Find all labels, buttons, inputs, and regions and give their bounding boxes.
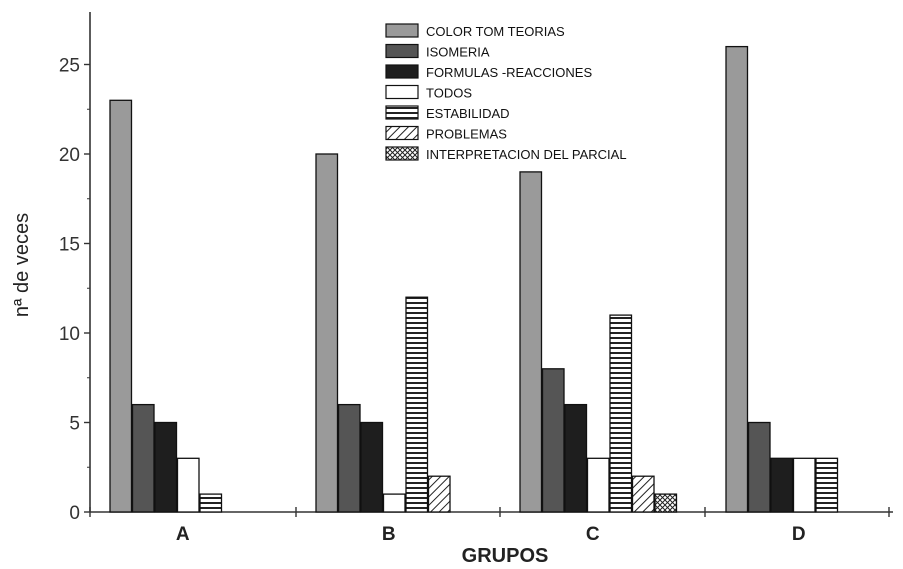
- bar-B-1: [315, 153, 339, 513]
- legend-label: ESTABILIDAD: [426, 106, 510, 121]
- legend-label: PROBLEMAS: [426, 127, 507, 142]
- legend-label: COLOR TOM TEORIAS: [426, 24, 565, 39]
- bar-C-3: [564, 403, 588, 513]
- bar-B-2: [337, 403, 361, 513]
- legend-swatch: [385, 125, 419, 141]
- legend-label: FORMULAS -REACCIONES: [426, 65, 592, 80]
- bar-B-5: [405, 296, 429, 513]
- labels: 0 5 10 15 20 25 A B C Dnª de veces GRUPOS: [11, 56, 806, 568]
- y-tick-label: 25: [59, 56, 80, 77]
- bar-A-3: [154, 421, 178, 513]
- bar-C-4: [586, 457, 610, 513]
- legend-label: TODOS: [426, 86, 472, 101]
- x-tick-label: A: [176, 524, 190, 545]
- bar-A-2: [131, 403, 155, 513]
- bar-B-4: [382, 493, 406, 513]
- bars: [109, 45, 839, 513]
- bar-C-2: [541, 368, 565, 513]
- legend-label: ISOMERIA: [426, 45, 490, 60]
- x-axis-title: GRUPOS: [462, 545, 549, 567]
- bar-D-1: [725, 45, 749, 513]
- bar-C-6: [631, 475, 655, 513]
- legend-swatch: [385, 84, 419, 100]
- x-tick-label: B: [382, 524, 396, 545]
- y-axis-title: nª de veces: [11, 213, 33, 317]
- bar-A-1: [109, 99, 133, 513]
- bar-C-5: [609, 314, 633, 513]
- y-tick-label: 15: [59, 235, 80, 256]
- bar-B-6: [427, 475, 451, 513]
- x-tick-label: C: [586, 524, 600, 545]
- y-tick-label: 0: [69, 503, 80, 524]
- legend-swatch: [385, 146, 419, 161]
- y-tick-label: 10: [59, 324, 80, 345]
- bar-C-1: [519, 171, 543, 513]
- bar-D-5: [815, 457, 839, 513]
- bar-D-3: [770, 457, 794, 513]
- legend: COLOR TOM TEORIAS ISOMERIA FORMULAS -REACC…: [385, 23, 627, 162]
- bar-D-4: [792, 457, 816, 513]
- y-tick-label: 5: [69, 414, 80, 435]
- legend-swatch: [385, 43, 419, 59]
- axes: [84, 12, 893, 517]
- x-tick-label: D: [792, 524, 806, 545]
- legend-swatch: [385, 105, 419, 120]
- bar-B-3: [360, 421, 384, 513]
- legend-swatch: [385, 64, 419, 79]
- bar-C-7: [654, 493, 678, 513]
- bar-A-5: [199, 493, 223, 513]
- bar-D-2: [747, 421, 771, 513]
- legend-label: INTERPRETACION DEL PARCIAL: [426, 147, 627, 162]
- bar-A-4: [176, 457, 200, 513]
- y-tick-label: 20: [59, 145, 80, 166]
- legend-swatch: [385, 23, 419, 38]
